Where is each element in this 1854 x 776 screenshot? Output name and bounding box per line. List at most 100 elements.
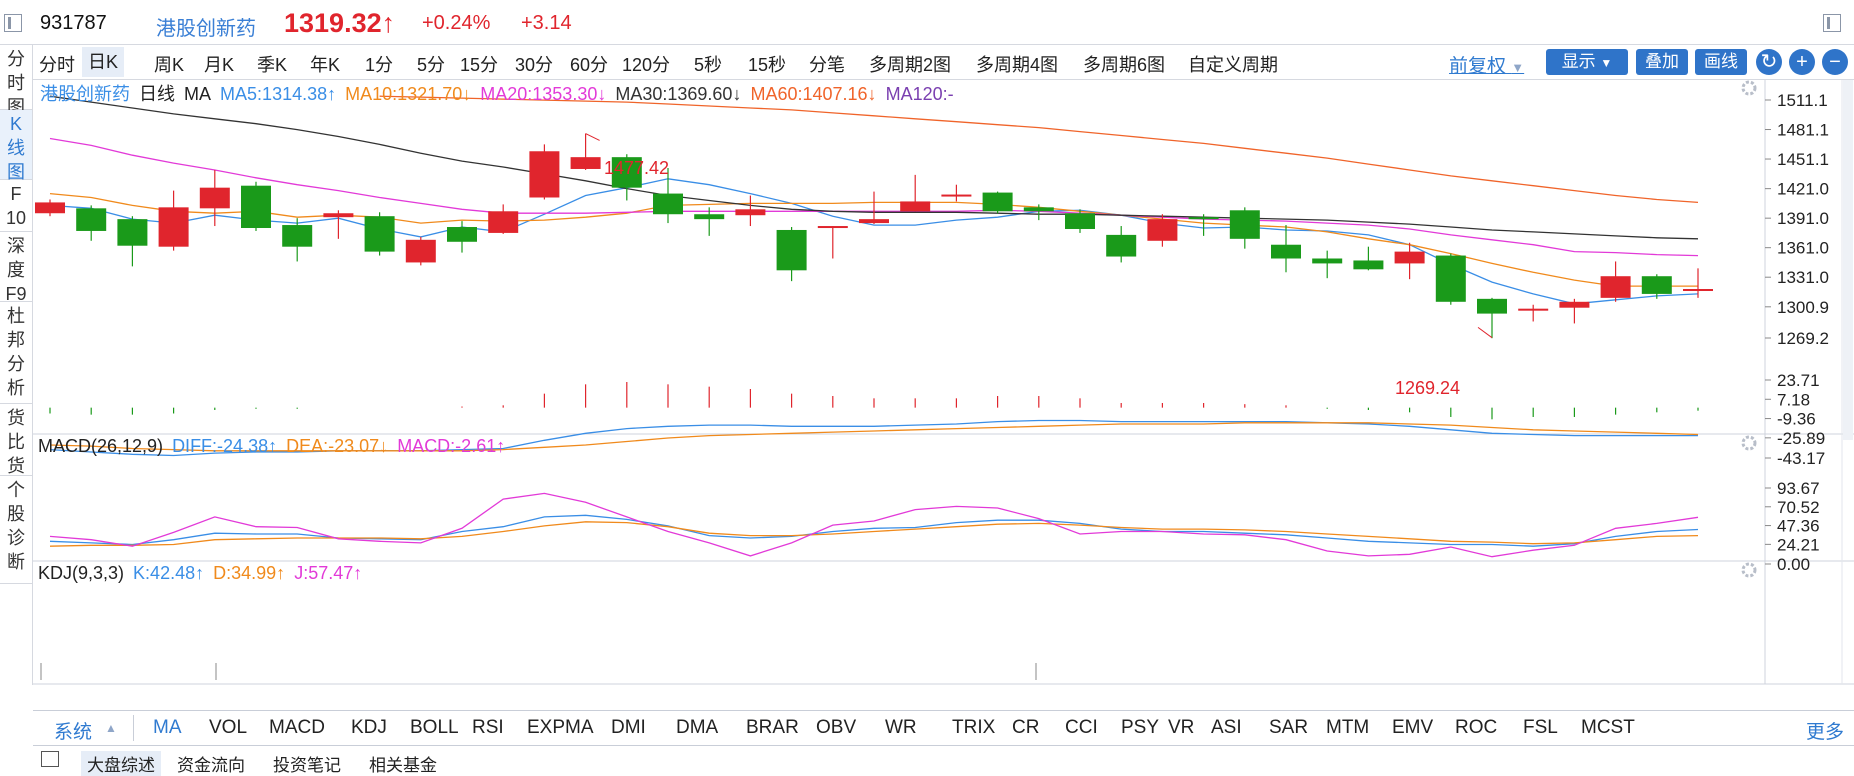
period-tab-0[interactable]: 分时	[39, 55, 75, 75]
more-indicators-link[interactable]: 更多	[1806, 722, 1845, 743]
period-tab-18[interactable]: 自定义周期	[1188, 55, 1278, 75]
minus-icon[interactable]: −	[1822, 49, 1848, 75]
bottom-tab-2[interactable]: 投资笔记	[273, 756, 341, 775]
kline-chart[interactable]: 1511.1 1481.1 1451.1 1421.0 1391.0 1361.0 1331…	[33, 80, 1854, 685]
indicator-tab-fsl[interactable]: FSL	[1523, 717, 1558, 738]
period-tab-13[interactable]: 15秒	[748, 55, 787, 75]
candle[interactable]	[941, 184, 972, 202]
candle[interactable]	[1023, 204, 1054, 221]
candle[interactable]	[199, 169, 230, 227]
indicator-tab-dma[interactable]: DMA	[676, 717, 719, 738]
indicator-tab-expma[interactable]: EXPMA	[527, 717, 594, 738]
period-tab-1[interactable]: 日K	[82, 47, 125, 77]
indicator-tab-vol[interactable]: VOL	[209, 717, 248, 738]
candle[interactable]	[1271, 225, 1301, 273]
leftnav-item-compare[interactable]: 货 比 货	[0, 404, 32, 476]
indicator-tab-mtm[interactable]: MTM	[1326, 717, 1370, 738]
period-tab-5[interactable]: 年K	[310, 55, 341, 75]
candle[interactable]	[1600, 261, 1631, 302]
candle[interactable]	[1559, 298, 1590, 324]
period-tab-4[interactable]: 季K	[257, 55, 288, 75]
gear-icon[interactable]	[1741, 80, 1757, 96]
candle[interactable]	[76, 205, 107, 241]
period-tab-9[interactable]: 30分	[515, 55, 554, 75]
scrollbar-thumb[interactable]	[1843, 80, 1853, 440]
candle[interactable]	[1394, 242, 1425, 280]
period-tab-11[interactable]: 120分	[622, 55, 671, 75]
period-tab-3[interactable]: 月K	[204, 55, 235, 75]
candle[interactable]	[1106, 226, 1137, 263]
period-tab-12[interactable]: 5秒	[694, 55, 723, 75]
stock-name[interactable]: 港股创新药	[156, 18, 256, 40]
indicator-tab-mcst[interactable]: MCST	[1581, 717, 1635, 738]
leftnav-item-diagnosis[interactable]: 个 股 诊 断	[0, 476, 32, 584]
candle[interactable]	[405, 236, 436, 266]
period-tab-16[interactable]: 多周期4图	[976, 55, 1059, 75]
indicator-tab-kdj[interactable]: KDJ	[351, 717, 387, 738]
period-tab-17[interactable]: 多周期6图	[1083, 55, 1166, 75]
legend-indicator[interactable]: MA	[184, 84, 212, 104]
bottom-tab-1[interactable]: 资金流向	[177, 756, 245, 775]
candle[interactable]	[694, 207, 725, 236]
bottom-tab-0[interactable]: 大盘综述	[81, 751, 161, 776]
period-tab-15[interactable]: 多周期2图	[869, 55, 952, 75]
leftnav-item-kline[interactable]: K 线 图	[0, 110, 32, 182]
expand-checkbox[interactable]	[41, 751, 59, 767]
period-tab-8[interactable]: 15分	[460, 55, 499, 75]
candle[interactable]	[611, 154, 642, 201]
candle[interactable]	[1518, 304, 1549, 322]
leftnav-item-depth-f9[interactable]: 深 度 F9	[0, 232, 32, 304]
macd-legend-name[interactable]: MACD(26,12,9)	[38, 436, 164, 456]
kdj-legend-name[interactable]: KDJ(9,3,3)	[38, 563, 125, 583]
candle[interactable]	[776, 227, 807, 282]
overlay-button[interactable]: 叠加	[1636, 49, 1688, 75]
candle[interactable]	[1683, 268, 1713, 298]
period-tab-14[interactable]: 分笔	[809, 55, 845, 75]
display-button[interactable]: 显示 ▼	[1546, 49, 1628, 75]
candle[interactable]	[117, 216, 148, 267]
indicator-tab-dmi[interactable]: DMI	[611, 717, 646, 738]
draw-line-button[interactable]: 画线	[1695, 49, 1747, 75]
candle[interactable]	[282, 218, 313, 262]
indicator-tab-macd[interactable]: MACD	[269, 717, 325, 738]
candle[interactable]	[735, 195, 766, 227]
gear-icon[interactable]	[1741, 435, 1757, 451]
indicator-tab-psy[interactable]: PSY	[1121, 717, 1160, 738]
panel-toggle-icon[interactable]	[4, 14, 22, 32]
indicator-tab-cr[interactable]: CR	[1012, 717, 1040, 738]
period-tab-10[interactable]: 60分	[570, 55, 609, 75]
candle[interactable]	[158, 190, 189, 251]
candle[interactable]	[817, 226, 848, 259]
period-tab-7[interactable]: 5分	[417, 55, 446, 75]
candle[interactable]	[1477, 297, 1507, 339]
candle[interactable]	[1065, 209, 1095, 233]
plus-icon[interactable]: +	[1789, 49, 1815, 75]
period-tab-6[interactable]: 1分	[365, 55, 394, 75]
candle[interactable]	[900, 174, 931, 212]
indicator-tab-rsi[interactable]: RSI	[472, 717, 504, 738]
candle[interactable]	[982, 191, 1013, 214]
candle[interactable]	[241, 181, 271, 231]
indicator-tab-emv[interactable]: EMV	[1392, 717, 1434, 738]
indicator-tab-ma[interactable]: MA	[153, 717, 182, 738]
side-panel-toggle-icon[interactable]	[1823, 14, 1841, 32]
leftnav-item-f10[interactable]: F 10	[0, 180, 32, 232]
indicator-tab-sar[interactable]: SAR	[1269, 717, 1309, 738]
candle[interactable]	[570, 133, 601, 170]
candle[interactable]	[529, 144, 560, 200]
candle[interactable]	[488, 204, 519, 234]
candle[interactable]	[1435, 253, 1466, 305]
indicator-tab-vr[interactable]: VR	[1168, 717, 1195, 738]
indicator-tab-trix[interactable]: TRIX	[952, 717, 996, 738]
candle[interactable]	[1641, 274, 1672, 299]
candle[interactable]	[1353, 246, 1384, 271]
leftnav-item-dupont[interactable]: 杜 邦 分 析	[0, 302, 32, 404]
candle[interactable]	[653, 167, 683, 224]
candle[interactable]	[1312, 250, 1343, 279]
candle[interactable]	[323, 210, 354, 239]
gear-icon[interactable]	[1741, 562, 1757, 578]
indicator-tab-wr[interactable]: WR	[885, 717, 917, 738]
candle[interactable]	[364, 212, 395, 256]
candle[interactable]	[859, 191, 889, 225]
indicator-tab-boll[interactable]: BOLL	[410, 717, 459, 738]
